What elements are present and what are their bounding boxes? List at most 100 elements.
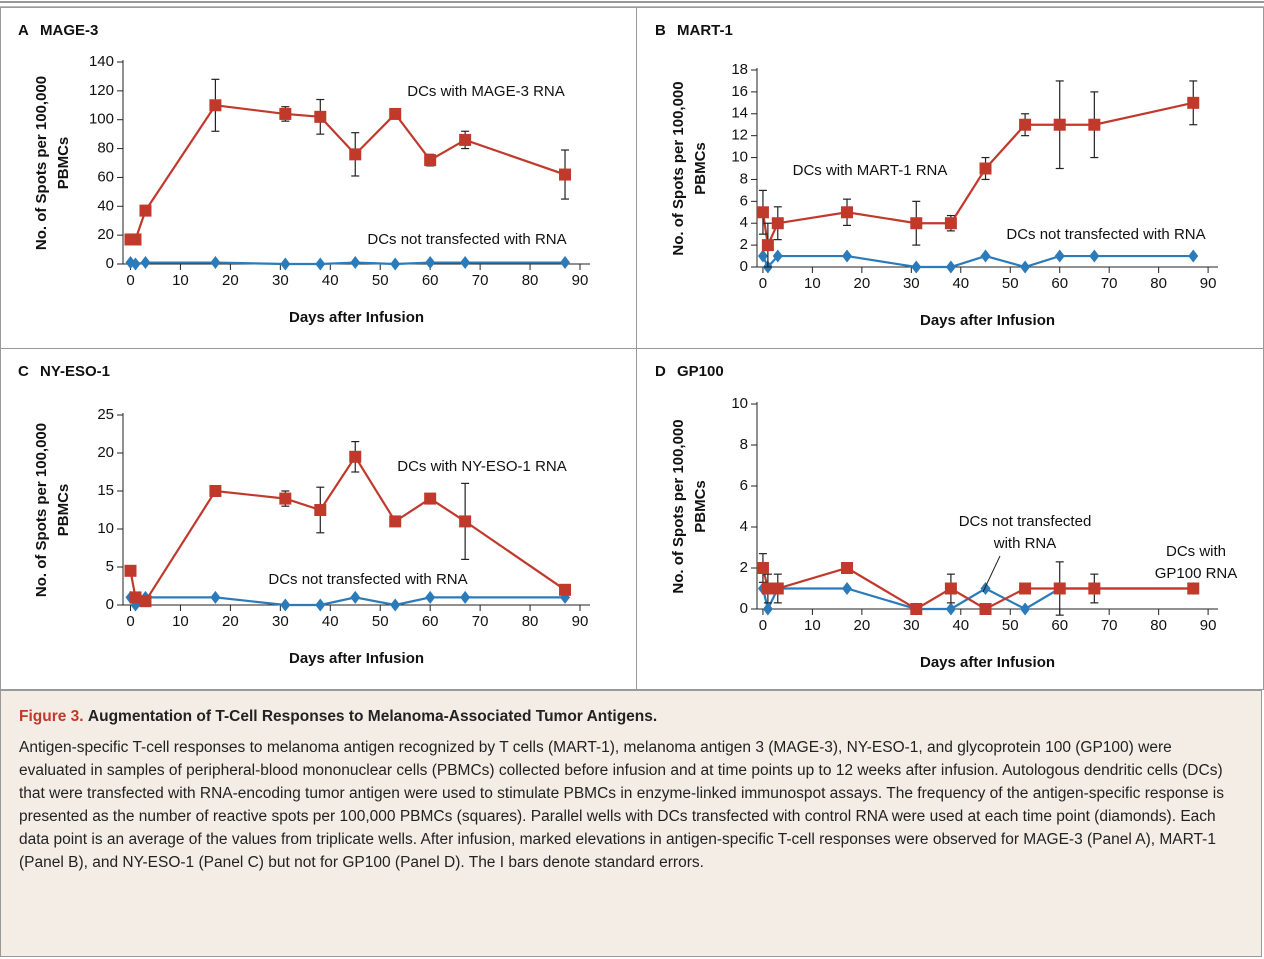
- diamond-marker: [460, 590, 471, 604]
- x-tick-label: 20: [854, 275, 871, 292]
- y-tick-label: 12: [731, 127, 748, 144]
- diamond-marker: [757, 249, 768, 263]
- square-marker: [129, 591, 142, 604]
- y-axis-label: PBMCs: [55, 484, 72, 537]
- square-marker: [314, 110, 327, 123]
- x-tick-label: 80: [1150, 617, 1167, 634]
- x-tick-label: 90: [1200, 617, 1217, 634]
- y-axis-label: No. of Spots per 100,000: [33, 423, 50, 597]
- x-tick-label: 0: [126, 613, 134, 630]
- annotation: DCs not transfected with RNA: [367, 231, 566, 248]
- square-marker: [389, 515, 402, 528]
- diamond-marker: [280, 257, 291, 271]
- x-tick-label: 0: [759, 617, 767, 634]
- y-tick-label: 4: [740, 214, 748, 231]
- diamond-marker: [350, 590, 361, 604]
- x-tick-label: 40: [952, 617, 969, 634]
- square-marker: [1088, 582, 1101, 595]
- y-tick-label: 15: [97, 482, 114, 499]
- x-tick-label: 10: [172, 613, 189, 630]
- y-tick-label: 0: [106, 596, 114, 613]
- square-marker: [279, 107, 292, 120]
- caption-text: Antigen-specific T-cell responses to mel…: [19, 739, 1224, 871]
- panel-letter: B: [655, 22, 666, 39]
- y-tick-label: 4: [740, 518, 748, 535]
- x-axis-label: Days after Infusion: [289, 309, 424, 326]
- square-marker: [459, 515, 472, 528]
- panel: 0 20 40 60 80 100 120 140 0 10 20 30 40 50 60 70 80 90 No.…: [18, 22, 590, 326]
- diamond-marker: [945, 602, 956, 616]
- diamond-marker: [560, 256, 571, 270]
- x-tick-label: 90: [1200, 275, 1217, 292]
- annotation: DCs not transfected: [959, 513, 1092, 530]
- panel-letter: D: [655, 363, 666, 380]
- square-marker: [139, 204, 152, 217]
- x-tick-label: 70: [472, 272, 489, 289]
- panel-title: MART-1: [677, 22, 733, 39]
- diamond-marker: [1188, 249, 1199, 263]
- caption: Figure 3. Augmentation of T-Cell Respons…: [0, 690, 1262, 957]
- square-marker: [424, 492, 437, 505]
- diamond-marker: [772, 249, 783, 263]
- x-axis-label: Days after Infusion: [920, 654, 1055, 671]
- y-tick-label: 16: [731, 83, 748, 100]
- square-marker: [424, 154, 437, 167]
- square-marker: [1053, 118, 1066, 131]
- x-tick-label: 10: [804, 275, 821, 292]
- series-line: [130, 104, 566, 241]
- x-tick-label: 40: [322, 272, 339, 289]
- y-tick-label: 2: [740, 559, 748, 576]
- panel: 0 2 4 6 8 10 0 10 20 30 40 50 60 70 80 90 No. of Spots p…: [655, 363, 1237, 671]
- square-marker: [559, 583, 572, 596]
- y-tick-label: 120: [89, 82, 114, 99]
- x-tick-label: 60: [1051, 275, 1068, 292]
- x-tick-label: 90: [572, 272, 589, 289]
- y-tick-label: 0: [106, 255, 114, 272]
- annotation: GP100 RNA: [1155, 565, 1238, 582]
- x-tick-label: 50: [372, 613, 389, 630]
- square-marker: [841, 562, 854, 574]
- square-marker: [841, 206, 854, 219]
- x-tick-label: 80: [522, 272, 539, 289]
- panel-title: NY-ESO-1: [40, 363, 110, 380]
- diamond-marker: [460, 256, 471, 270]
- caption-heading: Figure 3. Augmentation of T-Cell Respons…: [19, 705, 1243, 728]
- diamond-marker: [425, 256, 436, 270]
- series-line: [129, 596, 566, 607]
- x-tick-label: 60: [1051, 617, 1068, 634]
- square-marker: [349, 450, 362, 463]
- square-marker: [349, 148, 362, 161]
- x-tick-label: 20: [854, 617, 871, 634]
- diamond-marker: [425, 590, 436, 604]
- y-tick-label: 10: [731, 395, 748, 412]
- square-marker: [559, 168, 572, 181]
- diamond-marker: [980, 582, 991, 595]
- square-marker: [1187, 96, 1200, 109]
- y-tick-label: 25: [97, 406, 114, 423]
- y-tick-label: 8: [740, 436, 748, 453]
- annotation-pointer: [982, 555, 1001, 593]
- diamond-marker: [390, 598, 401, 612]
- y-axis-label: PBMCs: [692, 142, 709, 195]
- diamond-marker: [350, 256, 361, 270]
- square-marker: [910, 603, 923, 615]
- square-marker: [279, 492, 292, 505]
- square-marker: [209, 485, 222, 497]
- series-line: [761, 587, 1194, 613]
- y-tick-label: 8: [740, 170, 748, 187]
- caption-title: Augmentation of T-Cell Responses to Mela…: [87, 708, 658, 725]
- square-marker: [944, 582, 957, 595]
- y-axis-label: No. of Spots per 100,000: [33, 76, 50, 250]
- x-tick-label: 10: [804, 617, 821, 634]
- y-tick-label: 2: [740, 236, 748, 253]
- x-tick-label: 0: [759, 275, 767, 292]
- y-tick-label: 6: [740, 192, 748, 209]
- diamond-marker: [911, 260, 922, 274]
- y-tick-label: 0: [740, 600, 748, 617]
- y-tick-label: 20: [97, 444, 114, 461]
- square-marker: [389, 107, 402, 120]
- diamond-marker: [130, 257, 141, 271]
- square-marker: [979, 162, 992, 175]
- annotation: DCs with NY-ESO-1 RNA: [397, 458, 566, 475]
